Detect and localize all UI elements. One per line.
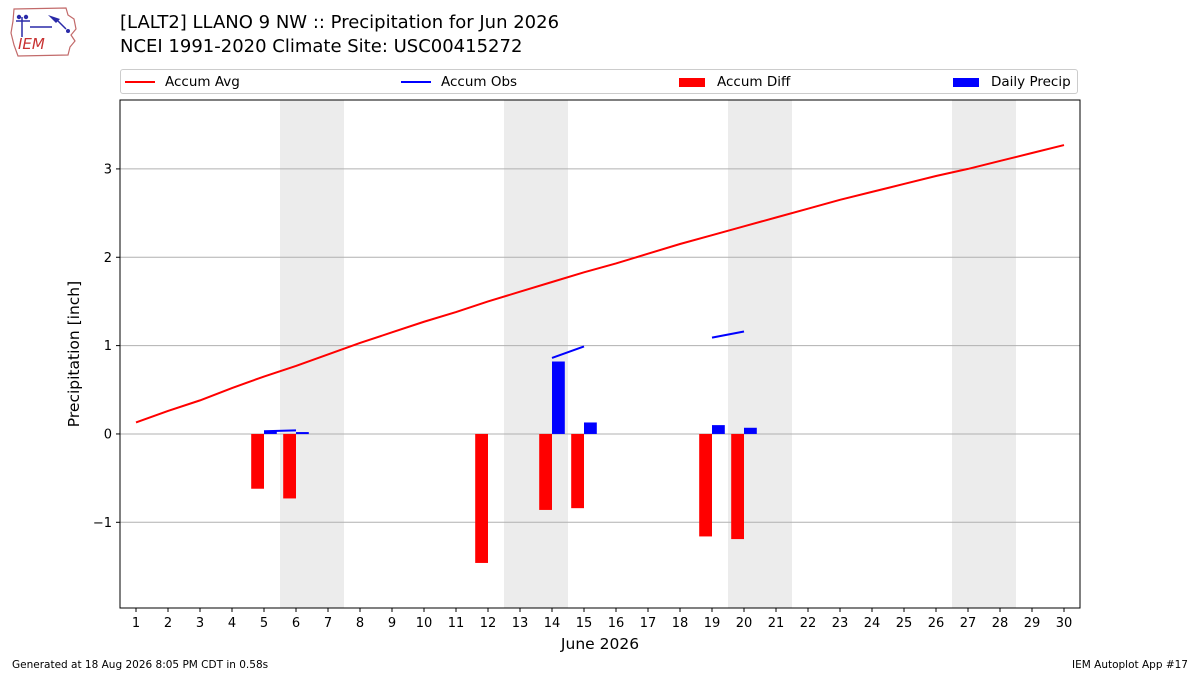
daily-precip-bar (712, 425, 725, 434)
x-tick-label: 12 (480, 616, 497, 631)
legend-item-accum-avg: Accum Avg (125, 73, 240, 91)
x-tick-label: 6 (292, 616, 300, 631)
accum-obs-segment (551, 345, 585, 359)
chart-legend: Accum Avg Accum Obs Accum Diff Daily Pre… (120, 69, 1078, 94)
accum-obs-segment (263, 429, 297, 433)
x-tick-label: 23 (832, 616, 849, 631)
y-tick-label: 3 (104, 162, 112, 177)
accum-diff-bar (539, 433, 552, 510)
legend-swatch (401, 81, 431, 83)
legend-swatch (679, 77, 705, 87)
legend-label: Accum Avg (165, 74, 240, 90)
plot-frame (119, 99, 1081, 609)
accum-obs-segment (711, 330, 745, 339)
y-tick-label: −1 (93, 516, 112, 531)
accum-diff-bar (571, 433, 584, 509)
app-label: IEM Autoplot App #17 (1072, 659, 1188, 671)
x-tick-label: 29 (1024, 616, 1041, 631)
x-tick-label: 3 (196, 616, 204, 631)
iem-logo: IEM (10, 7, 77, 57)
x-tick-label: 27 (960, 616, 977, 631)
daily-precip-bars (264, 361, 757, 434)
y-tick-label: 1 (104, 339, 112, 354)
x-tick-label: 2 (164, 616, 172, 631)
weekend-shading (280, 100, 1016, 608)
daily-precip-bar (584, 422, 597, 434)
x-tick-label: 16 (608, 616, 625, 631)
accum-avg-line (135, 144, 1065, 424)
x-tick-label: 7 (324, 616, 332, 631)
x-tick-label: 1 (132, 616, 140, 631)
accum-diff-bar (475, 433, 488, 563)
x-tick-label: 19 (704, 616, 721, 631)
x-tick-label: 13 (512, 616, 529, 631)
x-axis-ticks: 1 2 3 4 5 6 7 8 9 10 11 12 13 14 15 16 17 18 19 20 21 22 23 24 2… (132, 608, 1072, 631)
legend-label: Daily Precip (991, 74, 1071, 90)
accum-obs-lines (263, 330, 745, 435)
legend-label: Accum Diff (717, 74, 791, 90)
logo-text: IEM (18, 35, 45, 53)
generated-timestamp: Generated at 18 Aug 2026 8:05 PM CDT in … (12, 659, 269, 671)
y-axis-label: Precipitation [inch] (65, 281, 83, 427)
accum-diff-bars (251, 433, 744, 563)
x-tick-label: 8 (356, 616, 364, 631)
legend-swatch (125, 81, 155, 83)
x-tick-label: 11 (448, 616, 465, 631)
accum-diff-bar (699, 433, 712, 537)
x-tick-label: 28 (992, 616, 1009, 631)
x-tick-label: 26 (928, 616, 945, 631)
accum-avg-series-line (135, 144, 1065, 424)
legend-item-accum-obs: Accum Obs (401, 73, 517, 91)
accum-diff-bar (731, 433, 744, 540)
y-tick-label: 2 (104, 251, 112, 266)
x-tick-label: 22 (800, 616, 817, 631)
legend-item-daily-precip: Daily Precip (953, 73, 1071, 91)
x-tick-label: 21 (768, 616, 785, 631)
x-tick-label: 10 (416, 616, 433, 631)
x-tick-label: 30 (1056, 616, 1073, 631)
x-axis-label: June 2026 (560, 635, 639, 653)
x-tick-label: 20 (736, 616, 753, 631)
x-tick-label: 24 (864, 616, 881, 631)
x-tick-label: 14 (544, 616, 561, 631)
chart-subtitle: NCEI 1991-2020 Climate Site: USC00415272 (120, 36, 523, 57)
x-tick-label: 25 (896, 616, 913, 631)
daily-precip-bar (552, 361, 565, 434)
y-tick-label: 0 (104, 427, 112, 442)
legend-item-accum-diff: Accum Diff (679, 73, 790, 91)
x-tick-label: 4 (228, 616, 236, 631)
gridlines (120, 168, 1080, 523)
x-tick-label: 15 (576, 616, 593, 631)
x-tick-label: 18 (672, 616, 689, 631)
accum-diff-bar (251, 433, 264, 489)
weekend-band (280, 100, 344, 608)
x-tick-label: 5 (260, 616, 268, 631)
x-tick-label: 17 (640, 616, 657, 631)
daily-precip-bar (264, 431, 277, 434)
legend-swatch (953, 77, 979, 87)
weekend-band (504, 100, 568, 608)
weekend-band (952, 100, 1016, 608)
x-tick-label: 9 (388, 616, 396, 631)
daily-precip-bar (744, 427, 757, 434)
y-axis-ticks: −1 0 1 2 3 (93, 162, 120, 531)
accum-diff-bar (283, 433, 296, 499)
chart-title: [LALT2] LLANO 9 NW :: Precipitation for … (120, 12, 560, 33)
legend-label: Accum Obs (441, 74, 518, 90)
